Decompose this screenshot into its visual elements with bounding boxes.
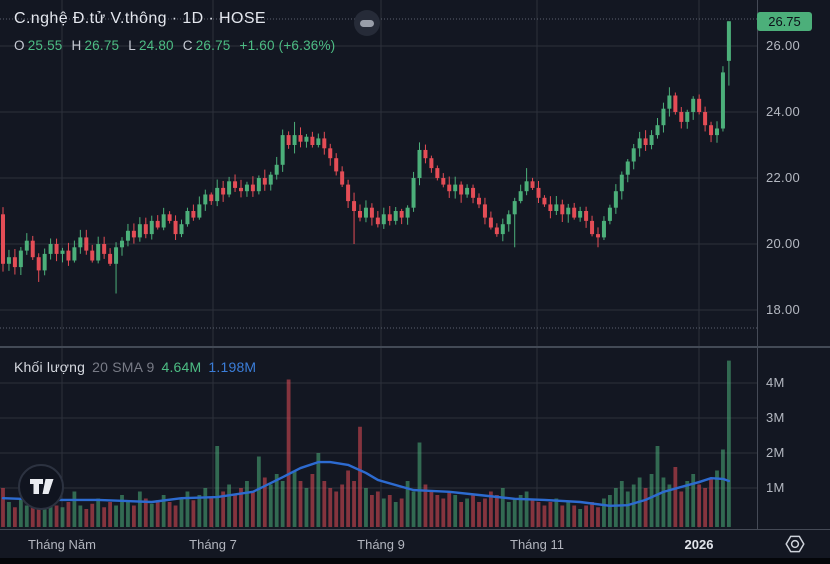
ohlc-row: O 25.55 H 26.75 L 24.80 C 26.75 +1.60 (+6.36%) <box>14 38 338 53</box>
low-label: L <box>128 38 136 53</box>
high-label: H <box>71 38 82 53</box>
tradingview-logo-glyph <box>30 479 54 494</box>
time-scale-axis[interactable]: Tháng Năm Tháng 7 Tháng 9 Tháng 11 2026 <box>0 529 830 558</box>
change-value: +1.60 (+6.36%) <box>239 38 336 53</box>
time-tick-label: Tháng 9 <box>357 537 405 552</box>
volume-ma-value: 1.198M <box>208 359 257 375</box>
low-value: 24.80 <box>138 38 174 53</box>
symbol-legend[interactable]: C.nghệ Đ.tử V.thông · 1D · HOSE <box>14 10 266 28</box>
minus-icon <box>360 20 374 27</box>
price-tick-label: 22.00 <box>766 170 801 185</box>
time-tick-label: Tháng Năm <box>28 537 96 552</box>
symbol-title[interactable]: C.nghệ Đ.tử V.thông · 1D · HOSE <box>14 10 266 27</box>
price-tick-label: 20.00 <box>766 236 801 251</box>
volume-tick-label: 1M <box>766 480 785 495</box>
price-tick-label: 18.00 <box>766 302 801 317</box>
settings-gear-button[interactable] <box>783 532 807 556</box>
volume-indicator-label: Khối lượng <box>14 359 86 375</box>
time-tick-label: Tháng 7 <box>189 537 237 552</box>
tradingview-logo[interactable] <box>18 464 64 510</box>
window-bottom-edge <box>0 558 830 564</box>
price-tick-label: 24.00 <box>766 104 801 119</box>
open-label: O <box>14 38 25 53</box>
pane-separator-handle[interactable] <box>0 346 830 348</box>
price-scale-border <box>757 0 758 558</box>
volume-tick-label: 2M <box>766 445 785 460</box>
time-tick-label: Tháng 11 <box>510 537 564 552</box>
time-tick-label: 2026 <box>684 537 714 552</box>
close-label: C <box>182 38 193 53</box>
volume-tick-label: 3M <box>766 410 785 425</box>
volume-legend: Khối lượng 20 SMA 9 4.64M 1.198M <box>14 359 263 375</box>
last-price-badge: 26.75 <box>757 12 812 31</box>
gear-icon <box>785 535 805 553</box>
chart-canvas[interactable] <box>0 0 757 557</box>
volume-indicator-params: 20 SMA 9 <box>92 359 155 375</box>
volume-tick-label: 4M <box>766 375 785 390</box>
price-scale-axis[interactable]: 26.00 24.00 22.00 20.00 18.00 4M 3M 2M 1M <box>758 0 830 529</box>
high-value: 26.75 <box>84 38 120 53</box>
volume-current-value: 4.64M <box>161 359 202 375</box>
open-value: 25.55 <box>27 38 63 53</box>
close-value: 26.75 <box>195 38 231 53</box>
legend-collapse-button[interactable] <box>354 10 380 36</box>
price-tick-label: 26.00 <box>766 38 801 53</box>
